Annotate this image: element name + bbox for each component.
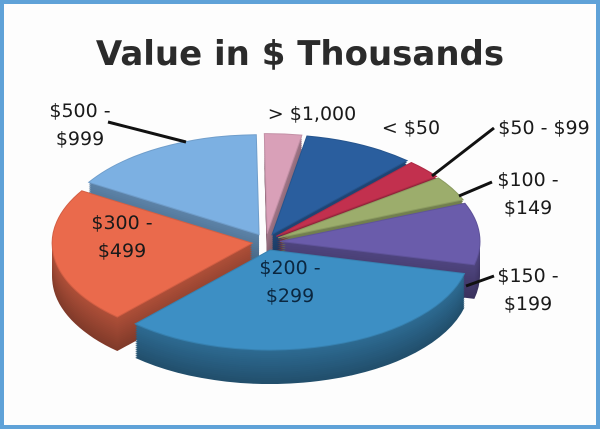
slice-label: $500 - $999 <box>49 100 111 150</box>
slice <box>271 135 409 236</box>
leader-line <box>431 126 495 178</box>
slice-label: $100 - $149 <box>497 169 559 219</box>
slice <box>277 177 464 239</box>
pie-canvas <box>51 120 495 385</box>
slice <box>51 190 254 318</box>
leader-line <box>458 180 493 198</box>
slice <box>279 202 481 266</box>
slice-label: > $1,000 <box>267 103 357 125</box>
slice <box>134 249 466 351</box>
slice-label: < $50 <box>381 117 441 139</box>
slice <box>87 134 260 236</box>
slice <box>263 133 303 234</box>
slice-label: $150 - $199 <box>497 265 559 315</box>
leader-line <box>465 274 495 288</box>
slice-label: $50 - $99 <box>498 117 590 139</box>
chart-title: Value in $ Thousands <box>95 34 505 74</box>
slice <box>276 161 438 237</box>
slice-label: $200 - $299 <box>259 257 321 307</box>
leader-line <box>107 120 187 144</box>
slice-label: $300 - $499 <box>91 212 153 262</box>
